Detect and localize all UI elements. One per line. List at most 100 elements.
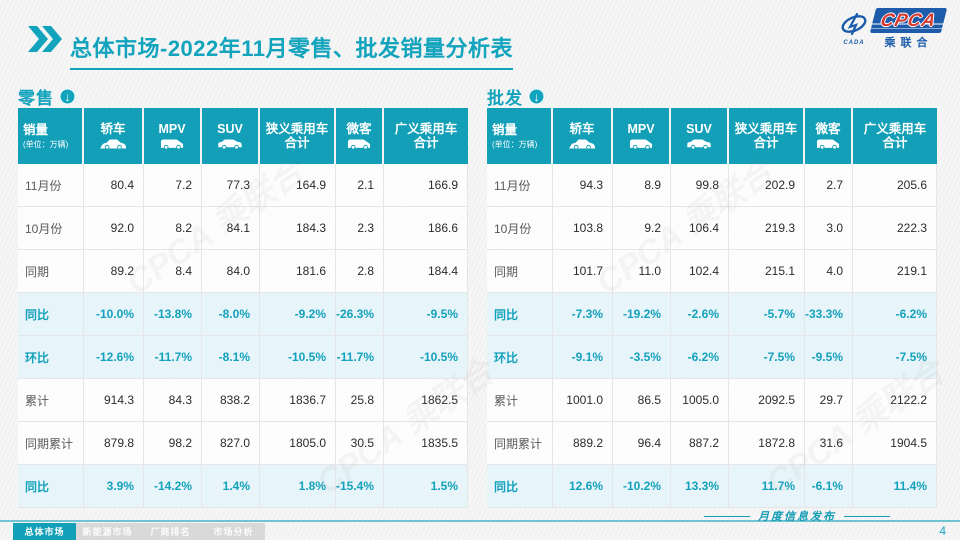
table-row: 10月份 103.8 9.2 106.4 219.3 3.0 222.3 xyxy=(487,207,937,250)
cpca-flag: CPCA xyxy=(869,8,948,33)
value-cell: -9.5% xyxy=(384,293,468,336)
column-header: SUV xyxy=(202,108,260,164)
value-cell: 2122.2 xyxy=(853,379,937,422)
value-cell: 12.6% xyxy=(553,465,613,508)
value-cell: 8.9 xyxy=(613,164,671,207)
row-label-cell: 10月份 xyxy=(18,207,84,250)
value-cell: -7.5% xyxy=(729,336,805,379)
value-cell: 11.0 xyxy=(613,250,671,293)
column-header: 广义乘用车 合计 xyxy=(384,108,468,164)
cpca-wordmark: CPCA 乘联合 xyxy=(869,8,948,50)
value-cell: 3.0 xyxy=(805,207,853,250)
row-label-cell: 11月份 xyxy=(487,164,553,207)
value-cell: 827.0 xyxy=(202,422,260,465)
value-cell: 30.5 xyxy=(336,422,384,465)
value-cell: 4.0 xyxy=(805,250,853,293)
table-row: 同期 101.7 11.0 102.4 215.1 4.0 219.1 xyxy=(487,250,937,293)
value-cell: 80.4 xyxy=(84,164,144,207)
value-cell: -7.3% xyxy=(553,293,613,336)
double-chevron-icon xyxy=(28,26,62,57)
value-cell: 106.4 xyxy=(671,207,729,250)
value-cell: 7.2 xyxy=(144,164,202,207)
column-header: SUV xyxy=(671,108,729,164)
value-cell: -15.4% xyxy=(336,465,384,508)
column-header: 狭义乘用车 合计 xyxy=(260,108,336,164)
row-label-cell: 同比 xyxy=(487,293,553,336)
value-cell: 84.0 xyxy=(202,250,260,293)
value-cell: -7.5% xyxy=(853,336,937,379)
row-label-cell: 累计 xyxy=(487,379,553,422)
value-cell: 202.9 xyxy=(729,164,805,207)
value-cell: 1001.0 xyxy=(553,379,613,422)
publication-label: 月度信息发布 xyxy=(704,508,890,524)
value-cell: 887.2 xyxy=(671,422,729,465)
value-cell: 84.1 xyxy=(202,207,260,250)
table-row: 同期累计 889.2 96.4 887.2 1872.8 31.6 1904.5 xyxy=(487,422,937,465)
value-cell: 219.3 xyxy=(729,207,805,250)
value-cell: -19.2% xyxy=(613,293,671,336)
value-cell: 102.4 xyxy=(671,250,729,293)
page-title: 总体市场-2022年11月零售、批发销量分析表 xyxy=(70,35,514,71)
value-cell: 1.5% xyxy=(384,465,468,508)
value-cell: -8.0% xyxy=(202,293,260,336)
value-cell: 84.3 xyxy=(144,379,202,422)
table-row: 环比 -9.1% -3.5% -6.2% -7.5% -9.5% -7.5% xyxy=(487,336,937,379)
table-row: 10月份 92.0 8.2 84.1 184.3 2.3 186.6 xyxy=(18,207,468,250)
value-cell: 205.6 xyxy=(853,164,937,207)
value-cell: -26.3% xyxy=(336,293,384,336)
value-cell: 164.9 xyxy=(260,164,336,207)
value-cell: -6.2% xyxy=(671,336,729,379)
value-cell: 3.9% xyxy=(84,465,144,508)
nav-tab-市场分析[interactable]: 市场分析 xyxy=(202,523,265,540)
retail-table: 销量 (单位：万辆) 轿车 MPV SUV 狭义乘用车 合计 微客 广义乘用车 合计 11月份 80.… xyxy=(18,108,468,508)
value-cell: 1904.5 xyxy=(853,422,937,465)
row-label-cell: 累计 xyxy=(18,379,84,422)
table-row: 同比 3.9% -14.2% 1.4% 1.8% -15.4% 1.5% xyxy=(18,465,468,508)
value-cell: -2.6% xyxy=(671,293,729,336)
row-label-cell: 同比 xyxy=(18,465,84,508)
value-cell: 1.8% xyxy=(260,465,336,508)
table-row: 同期累计 879.8 98.2 827.0 1805.0 30.5 1835.5 xyxy=(18,422,468,465)
wholesale-table: 销量 (单位：万辆) 轿车 MPV SUV 狭义乘用车 合计 微客 广义乘用车 合计 11月份 94.… xyxy=(487,108,937,508)
cpca-abbr: CPCA xyxy=(878,10,939,30)
value-cell: 8.4 xyxy=(144,250,202,293)
value-cell: 1872.8 xyxy=(729,422,805,465)
footer-divider xyxy=(0,520,960,522)
value-cell: -10.5% xyxy=(260,336,336,379)
section-wholesale: 批发 ↓ xyxy=(487,84,545,109)
value-cell: 2092.5 xyxy=(729,379,805,422)
value-cell: 2.8 xyxy=(336,250,384,293)
value-cell: 879.8 xyxy=(84,422,144,465)
column-header: 微客 xyxy=(336,108,384,164)
row-label-cell: 环比 xyxy=(18,336,84,379)
bottom-nav-tabs: 总体市场 新能源市场 厂商排名 市场分析 xyxy=(13,523,265,540)
value-cell: -9.2% xyxy=(260,293,336,336)
value-cell: -10.5% xyxy=(384,336,468,379)
nav-tab-总体市场[interactable]: 总体市场 xyxy=(13,523,76,540)
value-cell: 103.8 xyxy=(553,207,613,250)
value-cell: 1835.5 xyxy=(384,422,468,465)
row-label-cell: 同期 xyxy=(487,250,553,293)
value-cell: 89.2 xyxy=(84,250,144,293)
value-cell: 1805.0 xyxy=(260,422,336,465)
value-cell: 1005.0 xyxy=(671,379,729,422)
nav-tab-厂商排名[interactable]: 厂商排名 xyxy=(139,523,202,540)
value-cell: 914.3 xyxy=(84,379,144,422)
table-row: 同比 12.6% -10.2% 13.3% 11.7% -6.1% 11.4% xyxy=(487,465,937,508)
nav-tab-新能源市场[interactable]: 新能源市场 xyxy=(76,523,139,540)
value-cell: 99.8 xyxy=(671,164,729,207)
value-cell: 25.8 xyxy=(336,379,384,422)
column-header: 销量 (单位：万辆) xyxy=(18,108,84,164)
down-arrow-icon: ↓ xyxy=(528,88,545,105)
publication-text: 月度信息发布 xyxy=(758,511,836,523)
value-cell: 11.7% xyxy=(729,465,805,508)
value-cell: 166.9 xyxy=(384,164,468,207)
value-cell: 9.2 xyxy=(613,207,671,250)
value-cell: 29.7 xyxy=(805,379,853,422)
table-row: 环比 -12.6% -11.7% -8.1% -10.5% -11.7% -10.5% xyxy=(18,336,468,379)
value-cell: 96.4 xyxy=(613,422,671,465)
column-header: 广义乘用车 合计 xyxy=(853,108,937,164)
wholesale-label: 批发 xyxy=(487,89,523,108)
value-cell: -13.8% xyxy=(144,293,202,336)
value-cell: -14.2% xyxy=(144,465,202,508)
